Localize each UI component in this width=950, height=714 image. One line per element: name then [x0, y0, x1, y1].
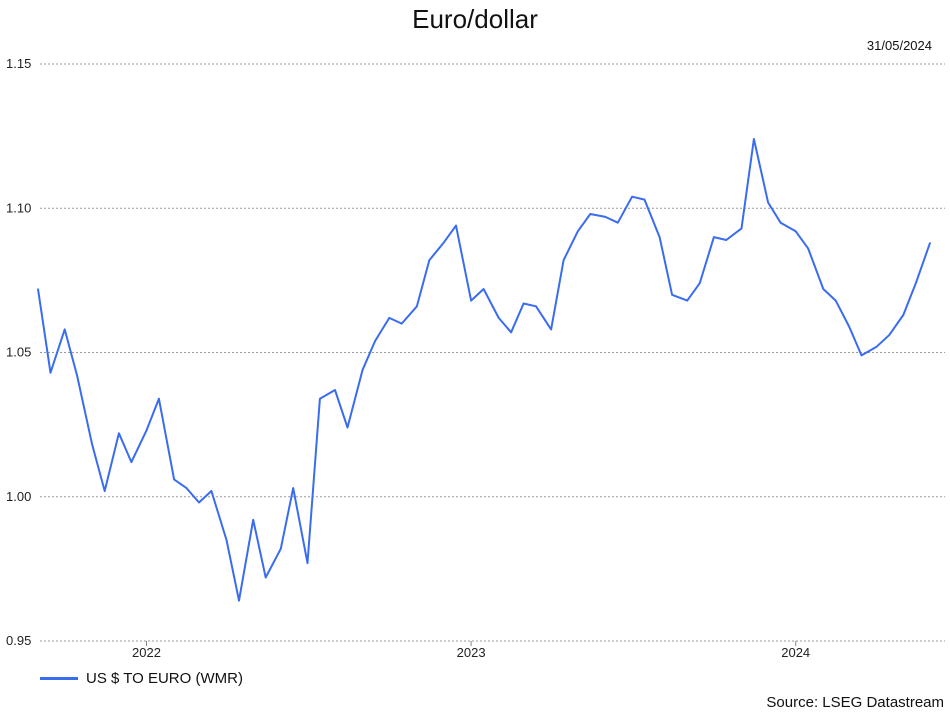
data-point [63, 328, 66, 331]
data-point [510, 331, 512, 334]
data-point [671, 294, 673, 296]
data-point [740, 227, 743, 230]
y-tick-label: 0.95 [6, 633, 31, 648]
legend-swatch [40, 677, 78, 680]
data-point [888, 334, 890, 336]
y-axis-ticks: 0.95 1.00 1.05 1.10 1.15 [6, 56, 31, 648]
data-point [292, 487, 295, 489]
data-point [779, 221, 782, 224]
gridlines [40, 63, 945, 642]
data-point [319, 397, 321, 400]
legend: US $ TO EURO (WMR) [40, 670, 243, 687]
data-point [238, 599, 240, 602]
data-point [604, 216, 607, 218]
data-point [535, 305, 537, 308]
data-point [103, 490, 106, 492]
data-point [91, 444, 94, 446]
data-point [279, 547, 282, 550]
data-point [306, 562, 309, 564]
data-point [631, 195, 633, 198]
y-tick-label: 1.05 [6, 345, 31, 360]
data-point [617, 221, 619, 224]
data-point [562, 259, 565, 261]
data-point [482, 288, 485, 290]
data-point [902, 314, 905, 316]
y-tick-label: 1.10 [6, 200, 31, 215]
data-point [914, 282, 917, 285]
data-point [455, 224, 457, 227]
data-point [198, 501, 200, 504]
data-point [807, 247, 809, 250]
data-point [860, 354, 863, 357]
y-tick-label: 1.00 [6, 489, 31, 504]
data-point [361, 369, 364, 371]
data-point [264, 576, 267, 579]
data-point [388, 317, 391, 319]
source-label: Source: LSEG Datastream [766, 694, 944, 711]
data-point [875, 345, 878, 348]
data-point [550, 328, 552, 331]
data-point [252, 519, 255, 521]
data-point [185, 487, 188, 489]
data-point [428, 259, 431, 261]
data-point [374, 340, 376, 342]
x-tick-label: 2024 [781, 645, 810, 660]
data-point [698, 282, 701, 285]
data-point [173, 478, 175, 481]
data-point [37, 288, 39, 290]
data-point [158, 397, 160, 400]
data-point [497, 317, 500, 319]
data-point [522, 302, 525, 305]
data-point [577, 230, 579, 233]
data-point [416, 305, 418, 308]
x-tick-label: 2023 [457, 645, 486, 660]
data-point [848, 325, 850, 328]
data-point [76, 374, 78, 377]
data-point [400, 322, 403, 325]
data-point [210, 490, 213, 492]
data-point [470, 299, 472, 302]
data-point [753, 138, 755, 140]
x-axis-ticks: 2022 2023 2024 [132, 641, 810, 660]
data-point [346, 426, 349, 429]
data-point [658, 236, 661, 238]
date-label: 31/05/2024 [866, 38, 932, 53]
data-point [130, 461, 133, 463]
data-point [725, 239, 728, 241]
data-point [589, 213, 592, 215]
data-point [49, 371, 52, 374]
data-point [118, 432, 120, 435]
data-point [225, 539, 228, 541]
data-point [145, 429, 148, 432]
data-point [822, 288, 825, 290]
series-layer [37, 138, 931, 602]
data-point [767, 201, 769, 204]
data-point [643, 198, 646, 201]
data-point [929, 242, 931, 244]
legend-label: US $ TO EURO (WMR) [86, 670, 243, 687]
data-point [713, 236, 715, 238]
x-tick-label: 2022 [132, 645, 161, 660]
data-point [794, 230, 797, 233]
chart-title: Euro/dollar [412, 4, 538, 34]
data-point [334, 389, 336, 391]
data-point [442, 242, 445, 244]
data-point [834, 299, 837, 302]
data-point [686, 299, 689, 302]
y-tick-label: 1.15 [6, 56, 31, 71]
